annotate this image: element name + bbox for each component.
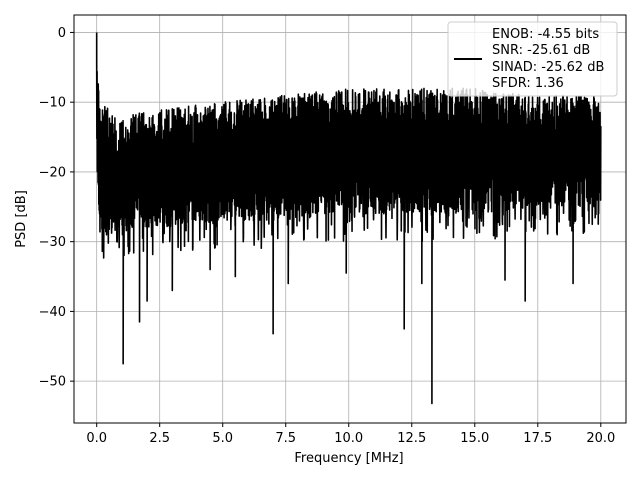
y-tick-label: −10 bbox=[39, 96, 66, 111]
y-tick-label: −50 bbox=[39, 375, 66, 390]
y-tick-label: 0 bbox=[58, 26, 66, 41]
axes-frame bbox=[73, 14, 627, 424]
plot-area bbox=[95, 32, 602, 405]
legend-line-sinad: SINAD: -25.62 dB bbox=[492, 60, 604, 75]
x-axis-label: Frequency [MHz] bbox=[294, 451, 403, 466]
x-tick-label: 0.0 bbox=[86, 431, 107, 446]
x-tick-label: 12.5 bbox=[397, 431, 426, 446]
y-axis-label: PSD [dB] bbox=[14, 190, 29, 248]
x-tick-label: 20.0 bbox=[586, 431, 615, 446]
legend-line-enob: ENOB: -4.55 bits bbox=[492, 27, 599, 42]
x-tick-label: 5.0 bbox=[212, 431, 233, 446]
x-tick-label: 10.0 bbox=[334, 431, 363, 446]
legend: ENOB: -4.55 bits SNR: -25.61 dB SINAD: -… bbox=[447, 21, 618, 97]
x-tick-label: 15.0 bbox=[460, 431, 489, 446]
x-tick-label: 17.5 bbox=[523, 431, 552, 446]
psd-series-line bbox=[95, 32, 602, 405]
y-tick-label: −20 bbox=[39, 165, 66, 180]
x-tick-label: 2.5 bbox=[149, 431, 170, 446]
legend-line-sfdr: SFDR: 1.36 bbox=[492, 76, 564, 91]
y-tick-label: −40 bbox=[39, 305, 66, 320]
y-tick-label: −30 bbox=[39, 235, 66, 250]
legend-line-snr: SNR: -25.61 dB bbox=[492, 43, 590, 58]
x-tick-label: 7.5 bbox=[275, 431, 296, 446]
ticks: 0.0 2.5 5.0 7.5 10.0 12.5 15.0 17.5 20.0 0 −10 −20 −… bbox=[39, 26, 616, 446]
legend-box bbox=[447, 21, 618, 97]
axes-spines bbox=[73, 14, 627, 424]
